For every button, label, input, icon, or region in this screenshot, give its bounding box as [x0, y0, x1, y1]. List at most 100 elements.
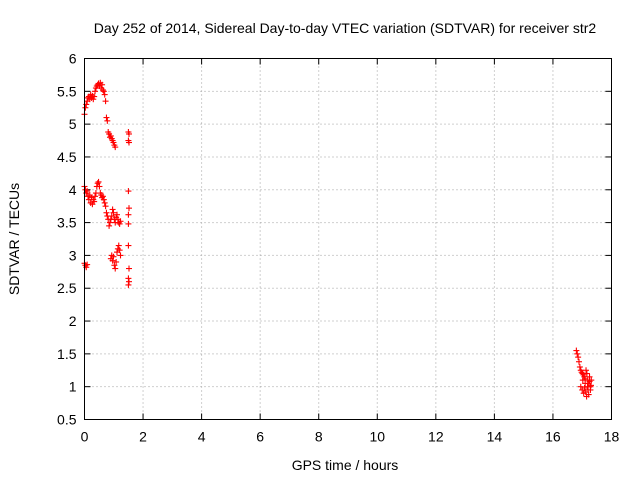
- data-point: [111, 262, 118, 269]
- data-point: [586, 378, 593, 385]
- data-point: [113, 258, 120, 265]
- data-point: [587, 386, 594, 393]
- data-point: [573, 347, 580, 354]
- data-point: [125, 242, 132, 249]
- y-tick-label: 2.5: [57, 280, 77, 296]
- data-point: [91, 93, 98, 100]
- data-point: [99, 193, 106, 200]
- y-tick-label: 1: [69, 379, 77, 395]
- data-point: [126, 265, 133, 272]
- data-point: [574, 350, 581, 357]
- data-point: [126, 139, 133, 146]
- y-tick-label: 3.5: [57, 215, 77, 231]
- chart-title: Day 252 of 2014, Sidereal Day-to-day VTE…: [94, 20, 597, 36]
- data-point: [125, 281, 132, 288]
- data-point: [100, 88, 107, 95]
- data-point: [112, 265, 119, 272]
- data-point: [116, 220, 123, 227]
- x-tick-label: 14: [487, 429, 503, 445]
- y-tick-label: 5: [69, 116, 77, 132]
- data-point: [126, 278, 133, 285]
- y-tick-label: 6: [69, 51, 77, 67]
- y-tick-label: 4: [69, 182, 77, 198]
- data-point: [108, 213, 115, 220]
- axes: 0 2 4 6 8 10 12 14 16 18 0.5 1 1.5 2 2.5 3 3.5 4 4.5 5 5.5 6: [57, 51, 619, 445]
- y-tick-label: 4.5: [57, 149, 77, 165]
- data-point: [125, 211, 132, 218]
- x-tick-label: 12: [428, 429, 444, 445]
- data-point: [115, 242, 122, 249]
- x-tick-label: 2: [139, 429, 147, 445]
- data-point: [112, 144, 119, 151]
- data-point: [92, 193, 99, 200]
- data-point: [110, 253, 117, 260]
- x-tick-label: 18: [604, 429, 620, 445]
- data-point: [99, 81, 106, 88]
- data-point: [95, 178, 102, 185]
- data-point: [91, 198, 98, 205]
- data-point: [126, 130, 133, 137]
- data-point: [117, 252, 124, 259]
- data-point: [584, 383, 591, 390]
- data-point: [100, 196, 107, 203]
- data-point: [125, 220, 132, 227]
- data-point: [125, 188, 132, 195]
- data-point: [579, 377, 586, 384]
- x-tick-label: 10: [369, 429, 385, 445]
- data-point: [576, 363, 583, 370]
- y-axis-label: SDTVAR / TECUs: [6, 183, 22, 295]
- data-point: [84, 261, 91, 268]
- data-point: [106, 219, 113, 226]
- x-tick-label: 6: [256, 429, 264, 445]
- grid: [84, 58, 612, 420]
- x-axis-label: GPS time / hours: [292, 457, 399, 473]
- data-point: [583, 370, 590, 377]
- y-tick-label: 5.5: [57, 83, 77, 99]
- data-point: [113, 211, 120, 218]
- data-point: [92, 88, 99, 95]
- y-tick-label: 3: [69, 247, 77, 263]
- data-point: [109, 206, 116, 213]
- data-point: [103, 114, 110, 121]
- data-point: [116, 247, 123, 254]
- x-tick-label: 8: [315, 429, 323, 445]
- x-tick-label: 4: [198, 429, 206, 445]
- data-point: [109, 257, 116, 264]
- data-point: [576, 358, 583, 365]
- data-point: [117, 218, 124, 225]
- data-point: [84, 188, 91, 195]
- data-point: [577, 383, 584, 390]
- y-tick-label: 1.5: [57, 346, 77, 362]
- data-point: [588, 382, 595, 389]
- data-point: [99, 87, 106, 94]
- data-point: [575, 354, 582, 361]
- x-tick-label: 0: [81, 429, 89, 445]
- data-point: [104, 117, 111, 124]
- data-point: [583, 367, 590, 374]
- data-point: [107, 132, 114, 139]
- y-tick-label: 0.5: [57, 412, 77, 428]
- data-point: [582, 380, 589, 387]
- data-point: [582, 388, 589, 395]
- data-point: [102, 203, 109, 210]
- data-point: [581, 384, 588, 391]
- data-point: [103, 209, 110, 216]
- data-point: [125, 275, 132, 282]
- y-tick-label: 2: [69, 313, 77, 329]
- data-point: [82, 104, 89, 111]
- data-point: [102, 98, 109, 105]
- plot-frame: [84, 58, 612, 420]
- data-point: [101, 199, 108, 206]
- x-tick-label: 16: [545, 429, 561, 445]
- data-point: [90, 96, 97, 103]
- data-point: [126, 205, 133, 212]
- data-point: [94, 180, 101, 187]
- data-point: [101, 91, 108, 98]
- data-point: [96, 183, 103, 190]
- data-point: [110, 209, 117, 216]
- data-point: [585, 391, 592, 398]
- data-point: [110, 139, 117, 146]
- data-point: [106, 222, 113, 229]
- data-points: [81, 79, 595, 400]
